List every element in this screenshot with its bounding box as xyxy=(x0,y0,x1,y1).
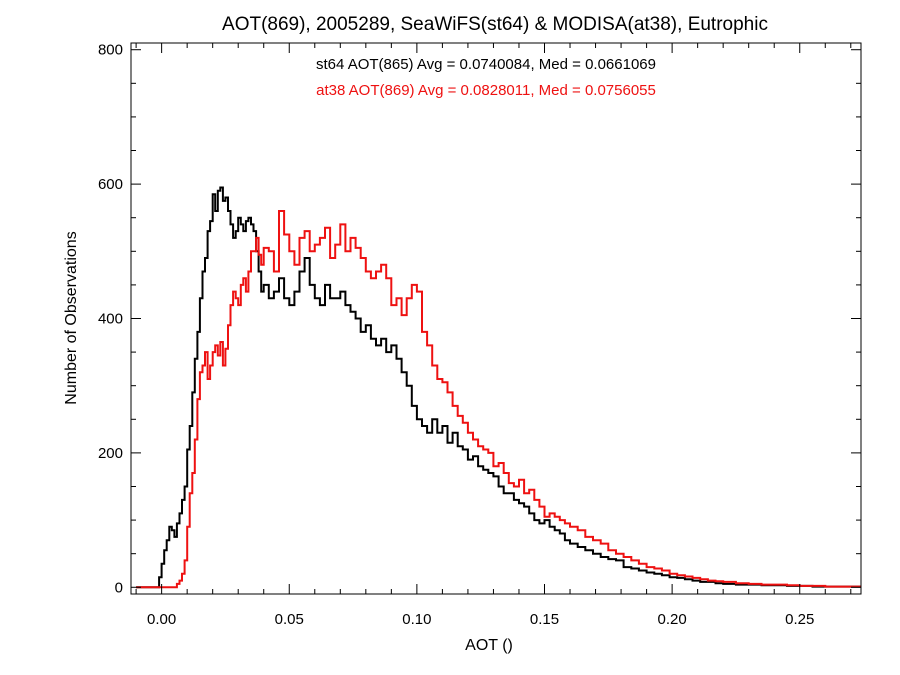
chart-title: AOT(869), 2005289, SeaWiFS(st64) & MODIS… xyxy=(222,14,768,35)
x-tick-label: 0.15 xyxy=(530,611,559,628)
y-axis-label: Number of Observations xyxy=(63,231,80,404)
y-tick-label: 200 xyxy=(98,445,123,462)
x-tick-label: 0.05 xyxy=(275,611,304,628)
y-tick-label: 600 xyxy=(98,176,123,193)
x-tick-label: 0.00 xyxy=(147,611,176,628)
x-tick-label: 0.20 xyxy=(658,611,687,628)
ticks-layer: 0.00 0.05 0.10 0.15 0.20 0.25 0 200 400 600 800 xyxy=(98,42,861,628)
y-tick-label: 0 xyxy=(115,579,123,596)
annotation-st64: st64 AOT(865) Avg = 0.0740084, Med = 0.0… xyxy=(316,56,656,73)
plot-frame xyxy=(130,42,862,595)
x-axis-label: AOT () xyxy=(465,637,513,654)
x-tick-label: 0.10 xyxy=(402,611,431,628)
y-tick-label: 400 xyxy=(98,311,123,328)
series-line-st64 xyxy=(136,186,861,589)
y-tick-label: 800 xyxy=(98,42,123,59)
series-layer xyxy=(136,186,861,589)
x-tick-label: 0.25 xyxy=(785,611,814,628)
annotation-at38: at38 AOT(869) Avg = 0.0828011, Med = 0.0… xyxy=(316,82,656,99)
series-line-at38 xyxy=(136,210,861,589)
